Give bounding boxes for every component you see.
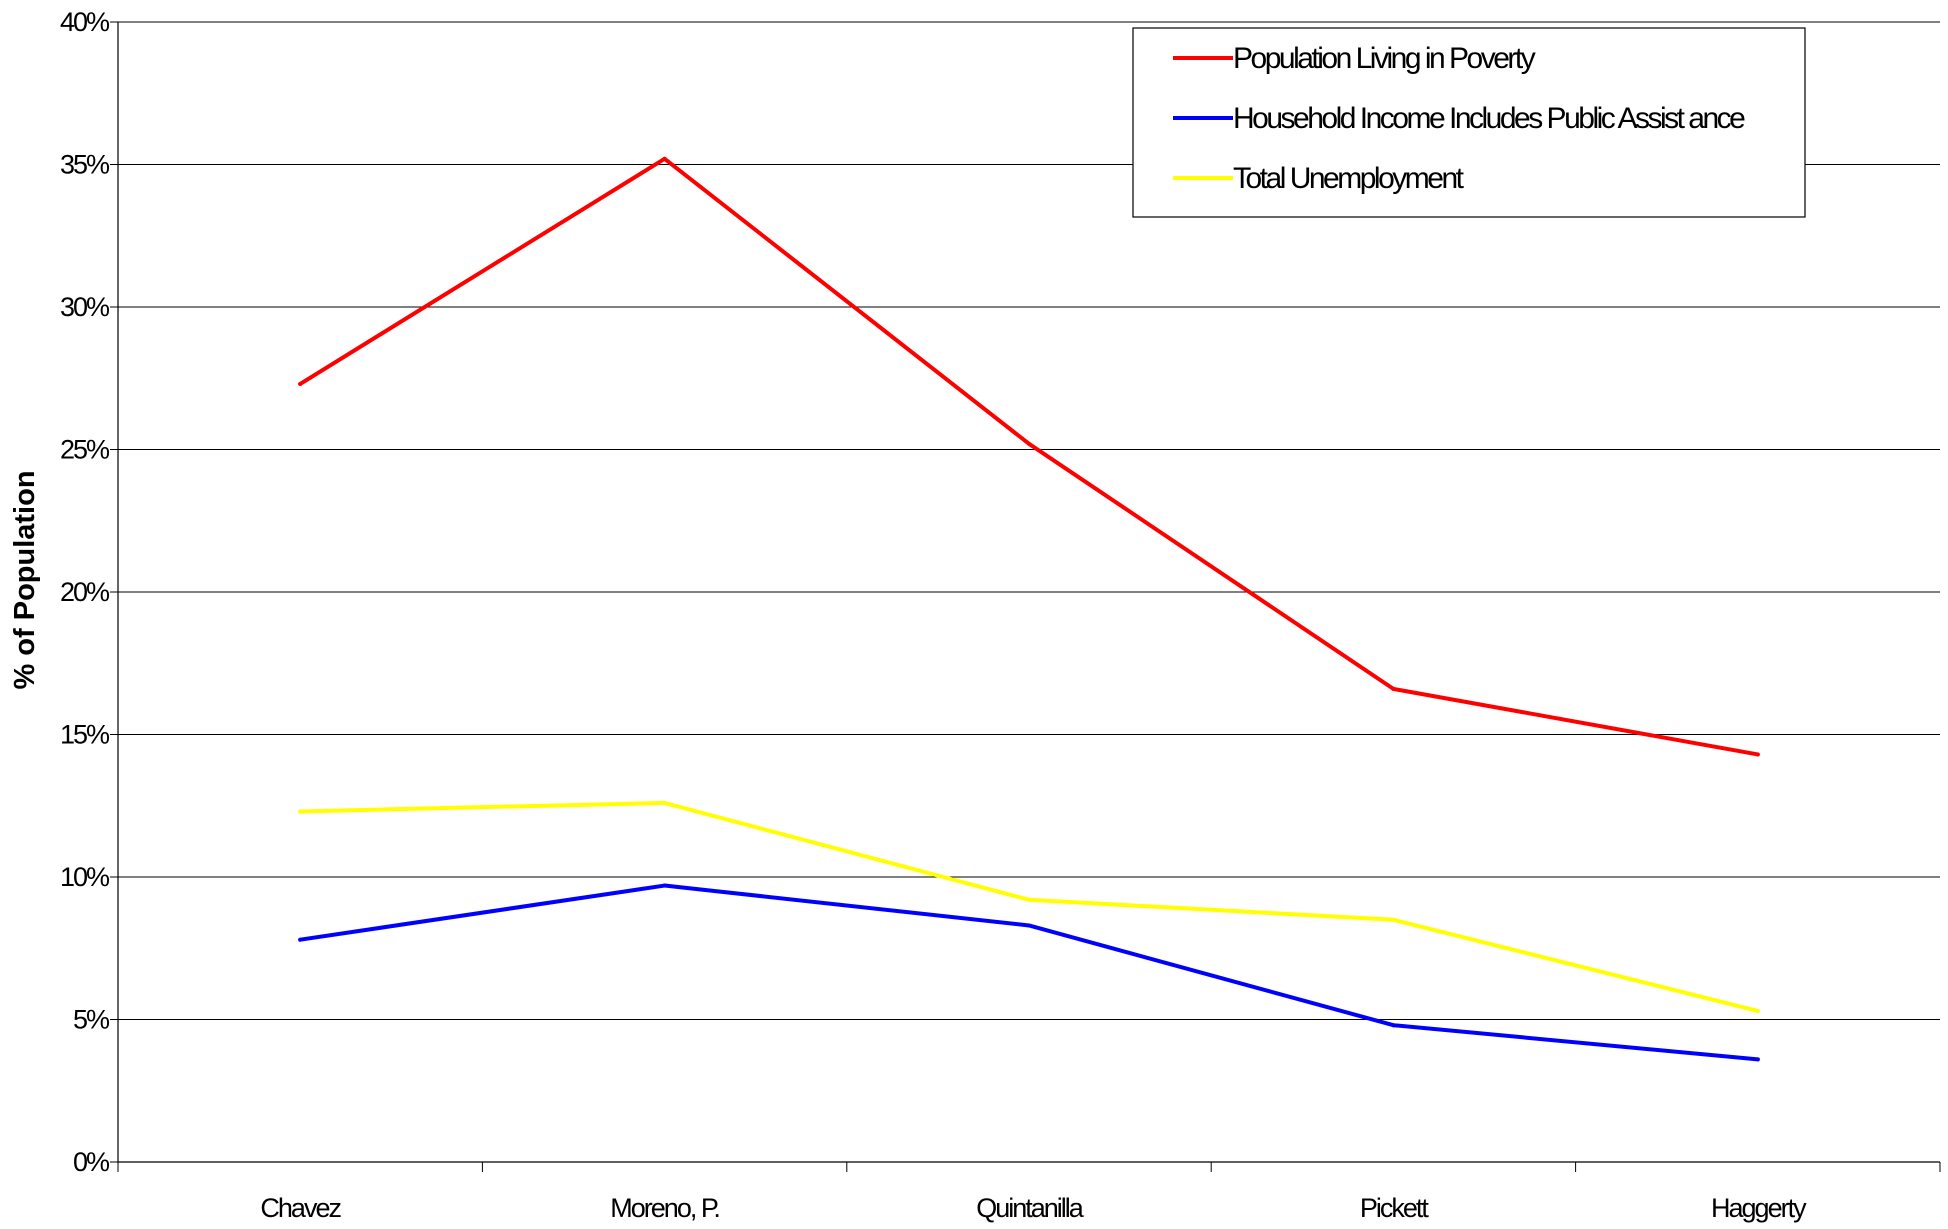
x-tick-label: Quintanilla — [976, 1193, 1085, 1223]
data-point — [1391, 917, 1396, 922]
y-tick-label: 10% — [60, 862, 110, 892]
data-point — [662, 800, 667, 805]
y-tick-label: 15% — [60, 720, 110, 750]
x-tick-label: Haggerty — [1711, 1193, 1807, 1223]
data-point — [1755, 752, 1760, 757]
legend-label: Household Income Includes Public Assist … — [1233, 102, 1745, 135]
y-tick-label: 20% — [60, 577, 110, 607]
data-point — [1391, 1023, 1396, 1028]
y-tick-label: 5% — [73, 1005, 110, 1035]
data-point — [662, 883, 667, 888]
data-point — [1755, 1008, 1760, 1013]
x-tick-label: Moreno, P. — [610, 1193, 719, 1223]
legend-label: Total Unemployment — [1233, 162, 1465, 195]
series-line-1 — [298, 156, 1760, 757]
y-tick-label: 35% — [60, 150, 110, 180]
data-point — [662, 156, 667, 161]
x-tick-label: Chavez — [260, 1193, 341, 1223]
axes: 0% 5% 10% 15% 20% 25% 30% 35% 40% Chavez Moreno, P… — [60, 7, 1941, 1223]
data-point — [1027, 897, 1031, 902]
data-point — [1027, 441, 1031, 446]
y-axis-title: % of Population — [9, 470, 41, 689]
y-tick-label: 30% — [60, 292, 110, 322]
data-point — [298, 809, 303, 814]
data-point — [298, 381, 303, 386]
data-point — [298, 937, 303, 942]
data-point — [1027, 923, 1031, 928]
data-point — [1391, 686, 1396, 691]
y-tick-label: 25% — [60, 435, 110, 465]
x-tick-label: Pickett — [1360, 1193, 1430, 1223]
y-tick-label: 40% — [60, 7, 110, 37]
legend: Population Living in Poverty Household In… — [1132, 27, 1806, 218]
y-tick-label: 0% — [73, 1147, 110, 1177]
legend-label: Population Living in Poverty — [1233, 42, 1536, 75]
data-point — [1755, 1057, 1760, 1062]
series-line-2 — [298, 883, 1760, 1062]
series-lines — [298, 156, 1760, 1062]
legend-box — [1132, 27, 1806, 218]
